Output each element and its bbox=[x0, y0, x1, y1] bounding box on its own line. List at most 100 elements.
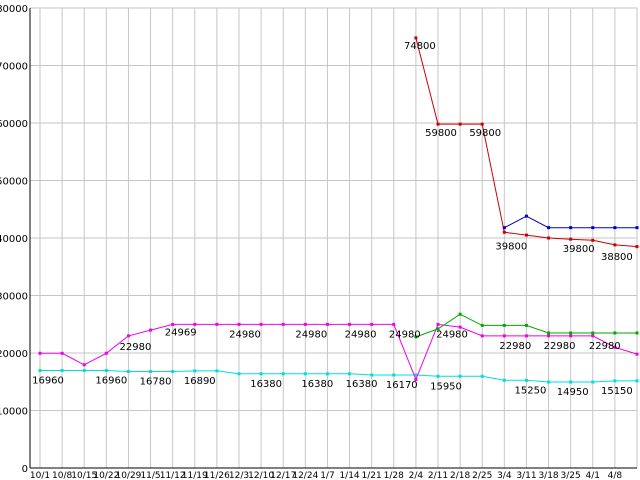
point-label: 39800 bbox=[563, 244, 595, 255]
series-green-point bbox=[480, 323, 484, 327]
series-magenta-point bbox=[524, 334, 528, 338]
y-tick-label: 20000 bbox=[0, 349, 28, 360]
series-green-point bbox=[591, 331, 595, 335]
series-magenta-point bbox=[259, 322, 263, 326]
series-magenta-point bbox=[414, 377, 418, 381]
series-cyan-point bbox=[458, 374, 462, 378]
x-tick-label: 1/28 bbox=[384, 471, 404, 480]
series-blue-point bbox=[613, 226, 617, 230]
x-tick-label: 11/26 bbox=[204, 471, 230, 480]
series-blue-point bbox=[635, 226, 639, 230]
x-tick-label: 2/25 bbox=[472, 471, 492, 480]
x-tick-label: 10/1 bbox=[30, 471, 50, 480]
series-cyan-point bbox=[392, 373, 396, 377]
series-magenta-point bbox=[149, 328, 153, 332]
x-tick-label: 10/29 bbox=[115, 471, 141, 480]
series-cyan-point bbox=[502, 378, 506, 382]
point-label: 15150 bbox=[601, 386, 633, 397]
point-label: 16960 bbox=[95, 375, 127, 386]
series-magenta-point bbox=[171, 322, 175, 326]
x-tick-label: 4/1 bbox=[586, 471, 600, 480]
x-tick-label: 11/12 bbox=[160, 471, 186, 480]
series-blue-point bbox=[547, 226, 551, 230]
series-magenta-point bbox=[60, 351, 64, 355]
y-tick-label: 70000 bbox=[0, 62, 28, 73]
series-red-point bbox=[436, 122, 440, 126]
point-label: 16960 bbox=[32, 375, 64, 386]
point-label: 24980 bbox=[436, 329, 468, 340]
point-label: 15950 bbox=[430, 381, 462, 392]
point-label: 24980 bbox=[295, 329, 327, 340]
series-magenta-point bbox=[126, 334, 130, 338]
series-cyan-point bbox=[325, 372, 329, 376]
series-green-point bbox=[524, 323, 528, 327]
series-cyan-point bbox=[480, 374, 484, 378]
series-red-point bbox=[414, 36, 418, 40]
series-red-point bbox=[502, 230, 506, 234]
series-magenta-point bbox=[502, 334, 506, 338]
series-magenta-point bbox=[303, 322, 307, 326]
point-label: 24980 bbox=[229, 329, 261, 340]
series-red-point bbox=[591, 238, 595, 242]
x-tick-label: 2/11 bbox=[428, 471, 448, 480]
x-tick-label: 4/8 bbox=[608, 471, 623, 480]
point-label: 24969 bbox=[165, 327, 197, 338]
x-tick-label: 1/14 bbox=[339, 471, 359, 480]
x-tick-label: 12/3 bbox=[229, 471, 249, 480]
series-magenta-point bbox=[613, 345, 617, 349]
series-cyan-point bbox=[259, 372, 263, 376]
series-magenta-point bbox=[348, 322, 352, 326]
series-magenta-point bbox=[635, 352, 639, 356]
series-blue-point bbox=[569, 226, 573, 230]
series-green-point bbox=[414, 335, 418, 339]
y-tick-label: 50000 bbox=[0, 177, 28, 188]
x-tick-label: 11/19 bbox=[182, 471, 208, 480]
series-cyan-point bbox=[569, 380, 573, 384]
series-magenta-point bbox=[38, 351, 42, 355]
x-tick-label: 1/21 bbox=[362, 471, 382, 480]
x-tick-label: 1/7 bbox=[320, 471, 334, 480]
series-magenta-point bbox=[215, 322, 219, 326]
series-blue-point bbox=[524, 214, 528, 218]
x-tick-label: 12/17 bbox=[270, 471, 296, 480]
x-tick-label: 3/25 bbox=[561, 471, 581, 480]
y-tick-label: 10000 bbox=[0, 407, 28, 418]
series-cyan-point bbox=[414, 373, 418, 377]
x-tick-label: 3/11 bbox=[516, 471, 536, 480]
series-green-point bbox=[635, 331, 639, 335]
x-tick-label: 10/15 bbox=[71, 471, 97, 480]
series-blue-point bbox=[591, 226, 595, 230]
y-tick-label: 0 bbox=[22, 464, 28, 475]
point-label: 24980 bbox=[345, 329, 377, 340]
series-magenta-point bbox=[436, 322, 440, 326]
series-green-point bbox=[458, 312, 462, 316]
point-label: 14950 bbox=[557, 387, 589, 398]
y-tick-label: 30000 bbox=[0, 292, 28, 303]
point-label: 15250 bbox=[515, 385, 547, 396]
series-cyan-line bbox=[40, 370, 637, 383]
point-label: 16890 bbox=[184, 376, 216, 387]
series-green-point bbox=[569, 331, 573, 335]
series-magenta-point bbox=[82, 363, 86, 367]
point-label: 22980 bbox=[499, 341, 531, 352]
series-cyan-point bbox=[82, 368, 86, 372]
x-tick-label: 2/4 bbox=[409, 471, 424, 480]
series-green-point bbox=[613, 331, 617, 335]
point-label: 22980 bbox=[120, 342, 152, 353]
series-magenta-line bbox=[40, 323, 638, 381]
x-tick-label: 10/22 bbox=[93, 471, 119, 480]
series-cyan-point bbox=[370, 373, 374, 377]
point-label: 24980 bbox=[389, 329, 421, 340]
series-cyan-point bbox=[348, 372, 352, 376]
series-green-point bbox=[547, 331, 551, 335]
series-magenta-point bbox=[569, 334, 573, 338]
series-magenta-point bbox=[392, 322, 396, 326]
series-magenta-point bbox=[458, 325, 462, 329]
series-cyan-point bbox=[215, 369, 219, 373]
series-cyan-point bbox=[436, 374, 440, 378]
point-label: 22980 bbox=[544, 341, 576, 352]
series-cyan-point bbox=[547, 380, 551, 384]
